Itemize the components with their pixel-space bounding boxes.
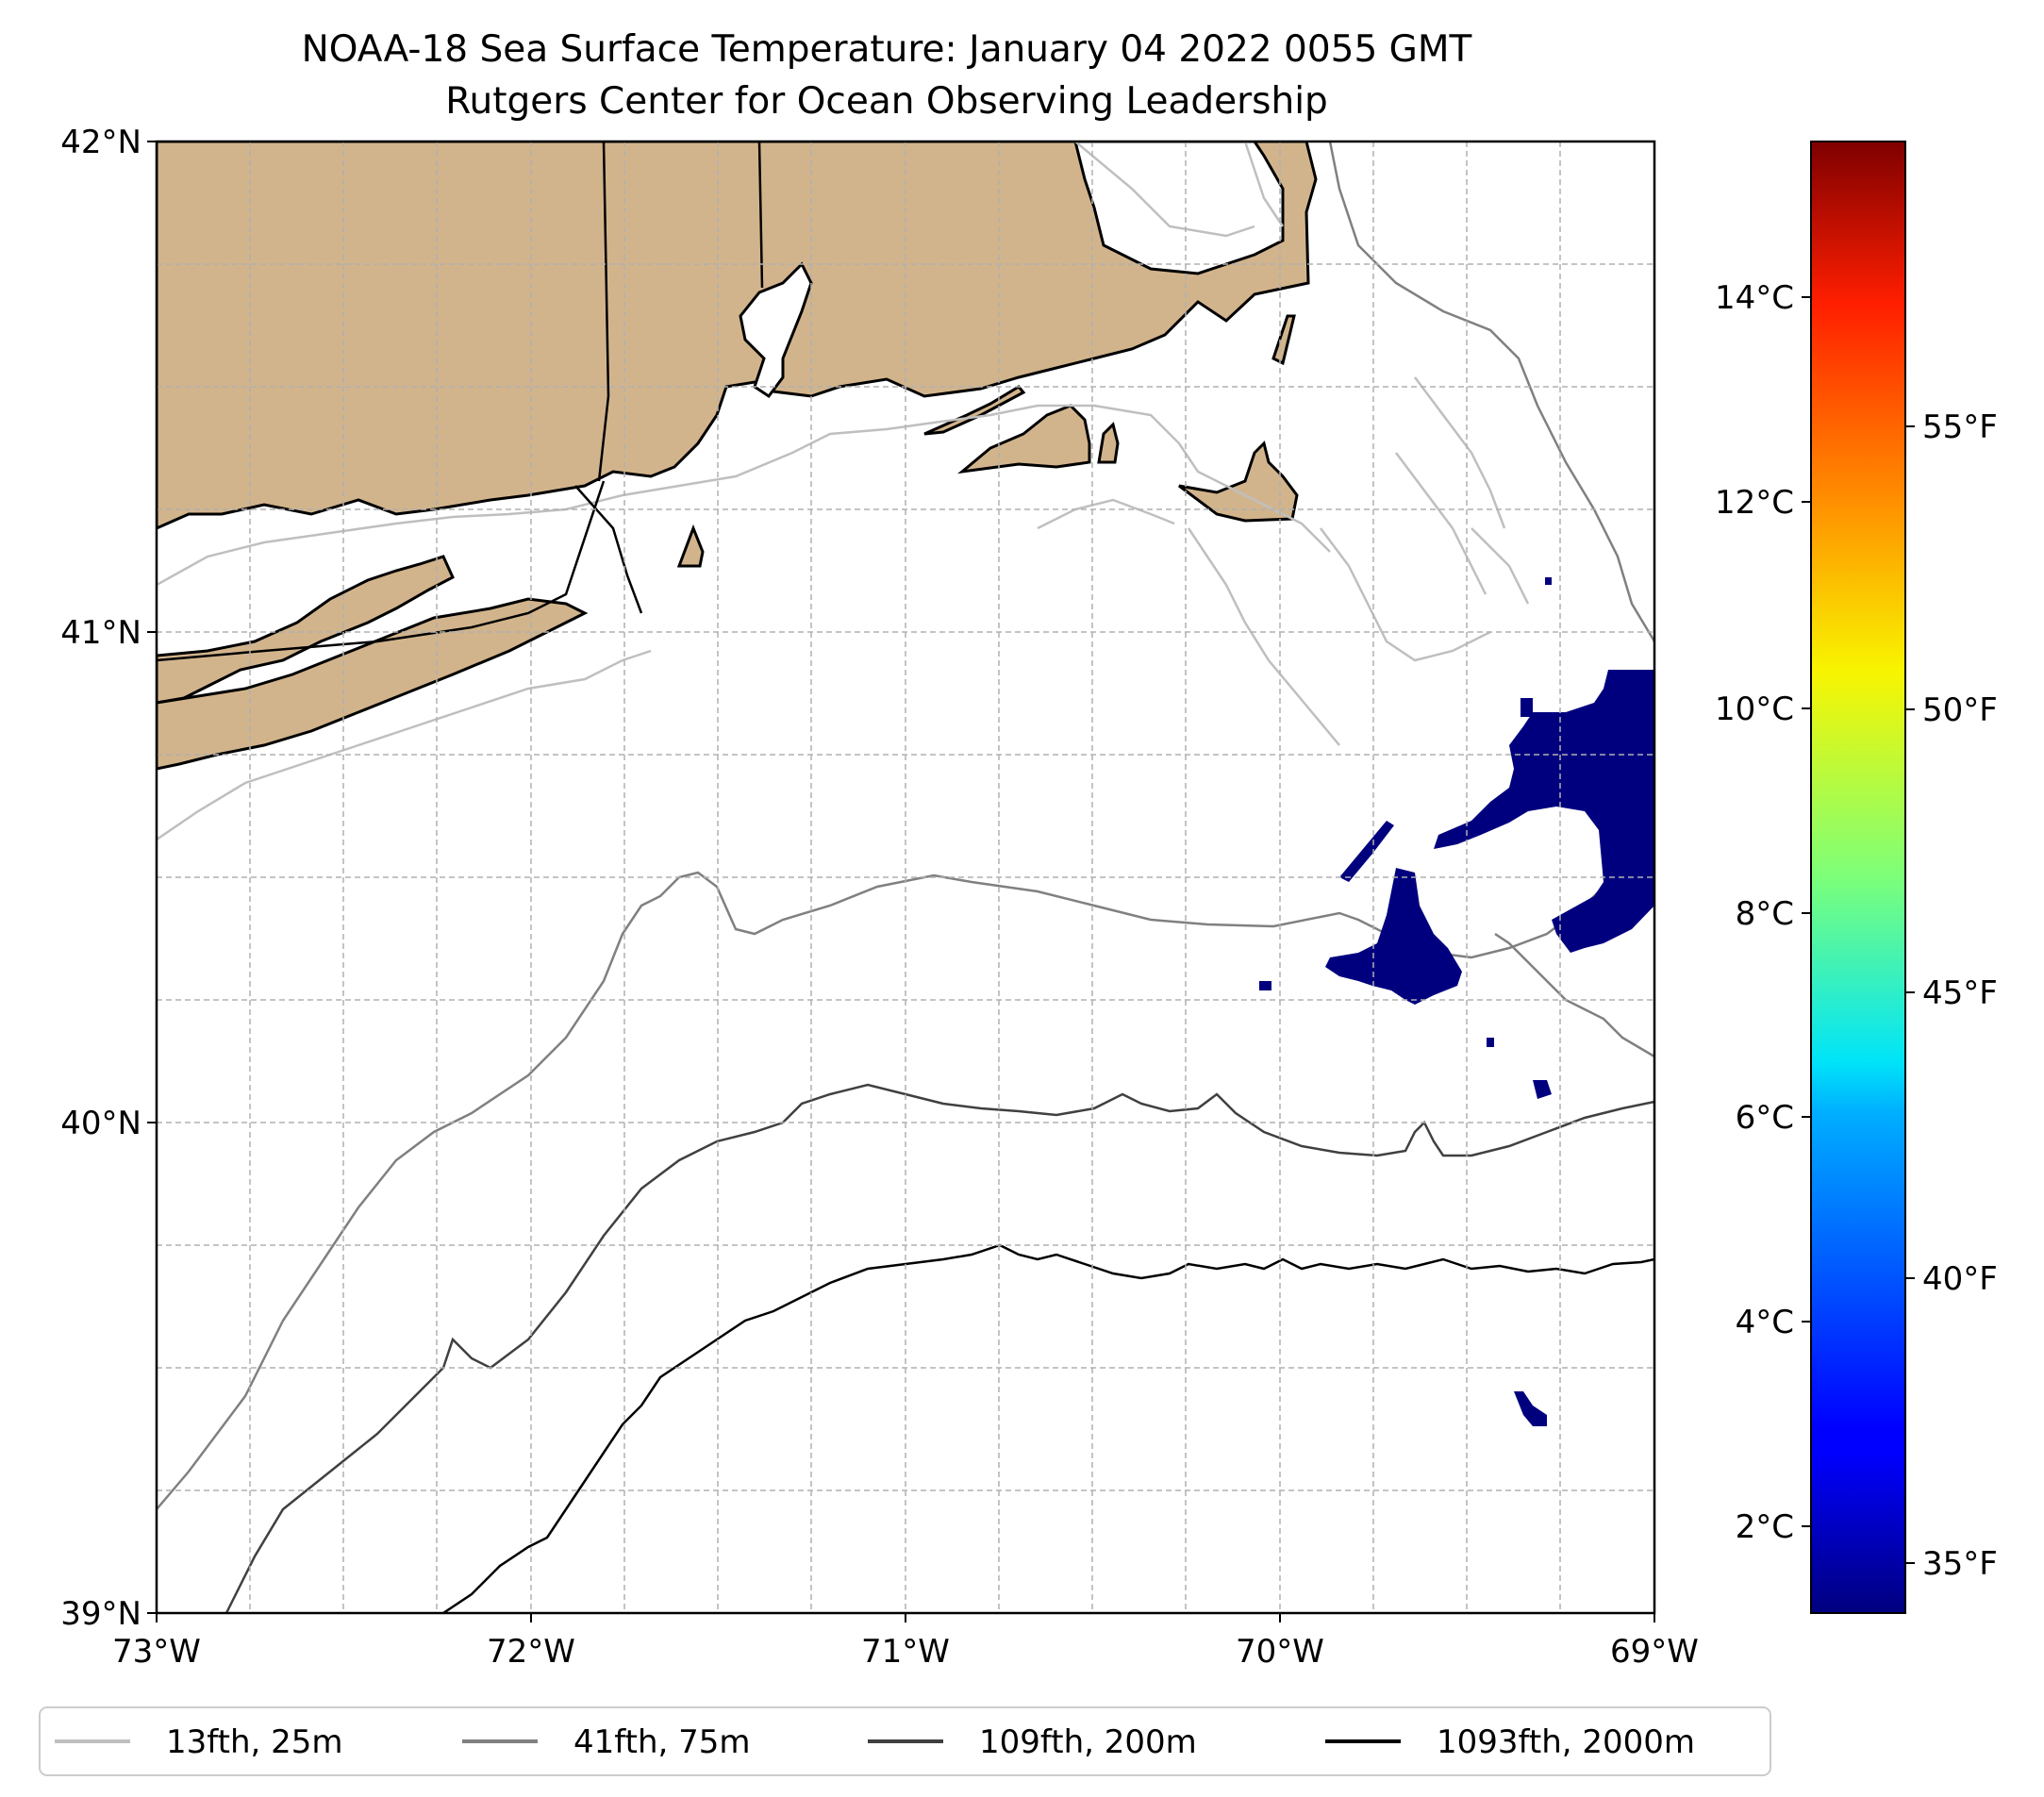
map-title-line1: NOAA-18 Sea Surface Temperature: January… xyxy=(302,28,1472,71)
colorbar: 14°C 12°C 10°C 8°C 6°C 4°C 2°C 55°F 50°F… xyxy=(1715,141,1998,1614)
map-area xyxy=(157,141,1654,1613)
colorbar-gradient xyxy=(1810,141,1906,1614)
sst-patches xyxy=(1259,577,1654,1426)
lon-tick-72: 72°W xyxy=(487,1633,575,1671)
sst-patch-main xyxy=(1434,670,1654,953)
lon-axis: 73°W 72°W 71°W 70°W 69°W xyxy=(112,1613,1699,1671)
cbar-c-6: 6°C xyxy=(1736,1099,1794,1137)
cbar-c-8: 8°C xyxy=(1736,895,1794,933)
legend-label-75m: 41fth, 75m xyxy=(573,1723,751,1761)
elizabeth-islands xyxy=(923,385,1026,436)
cbar-f-45: 45°F xyxy=(1922,974,1998,1012)
lat-tick-41: 41°N xyxy=(60,614,141,652)
lon-tick-71: 71°W xyxy=(861,1633,950,1671)
sst-patch-small1 xyxy=(1533,1080,1552,1099)
cbar-f-40: 40°F xyxy=(1922,1260,1998,1298)
isobath-25m xyxy=(157,141,1530,841)
cbar-c-14: 14°C xyxy=(1715,279,1794,317)
sst-patch-small3 xyxy=(1259,981,1271,990)
gridlines xyxy=(157,141,1654,1613)
lon-tick-73: 73°W xyxy=(112,1633,201,1671)
long-island xyxy=(157,555,455,705)
cbar-f-55: 55°F xyxy=(1922,408,1998,446)
cbar-c-12: 12°C xyxy=(1715,484,1794,522)
land xyxy=(157,141,1318,771)
sst-patch-small6 xyxy=(1521,698,1533,717)
legend-label-2000m: 1093fth, 2000m xyxy=(1437,1723,1695,1761)
cbar-c-2: 2°C xyxy=(1736,1508,1794,1546)
sst-patch-south xyxy=(1325,868,1462,1005)
long-island-tail xyxy=(157,597,589,771)
lat-tick-42: 42°N xyxy=(60,124,141,161)
state-borders xyxy=(157,141,764,662)
sst-patch-small5 xyxy=(1545,577,1552,585)
monomoy xyxy=(1271,314,1296,366)
isobath-200m xyxy=(224,1083,1654,1613)
block-island xyxy=(676,524,705,568)
legend-label-25m: 13fth, 25m xyxy=(166,1723,343,1761)
legend: 13fth, 25m 41fth, 75m 109fth, 200m 1093f… xyxy=(39,1706,1771,1776)
isobath-2000m xyxy=(442,1243,1654,1613)
narragansett-bay xyxy=(739,261,813,399)
marthas-vineyard xyxy=(957,404,1091,474)
map-title-line2: Rutgers Center for Ocean Observing Leade… xyxy=(445,80,1328,123)
lat-tick-40: 40°N xyxy=(60,1105,141,1142)
sst-patch-small2 xyxy=(1514,1391,1547,1426)
lat-axis: 42°N 41°N 40°N 39°N xyxy=(60,124,157,1633)
cbar-c-10: 10°C xyxy=(1715,691,1794,728)
lon-tick-70: 70°W xyxy=(1236,1633,1324,1671)
legend-label-200m: 109fth, 200m xyxy=(979,1723,1197,1761)
sst-patch-west xyxy=(1339,821,1394,882)
nantucket xyxy=(1178,441,1299,523)
lon-tick-69: 69°W xyxy=(1610,1633,1699,1671)
sst-patch-small4 xyxy=(1487,1038,1494,1047)
lat-tick-39: 39°N xyxy=(60,1595,141,1633)
chappaquiddick xyxy=(1097,422,1120,464)
cbar-f-35: 35°F xyxy=(1922,1545,1998,1583)
cbar-f-50: 50°F xyxy=(1922,691,1998,729)
cbar-c-4: 4°C xyxy=(1736,1304,1794,1341)
mainland-new-england xyxy=(157,141,1318,530)
